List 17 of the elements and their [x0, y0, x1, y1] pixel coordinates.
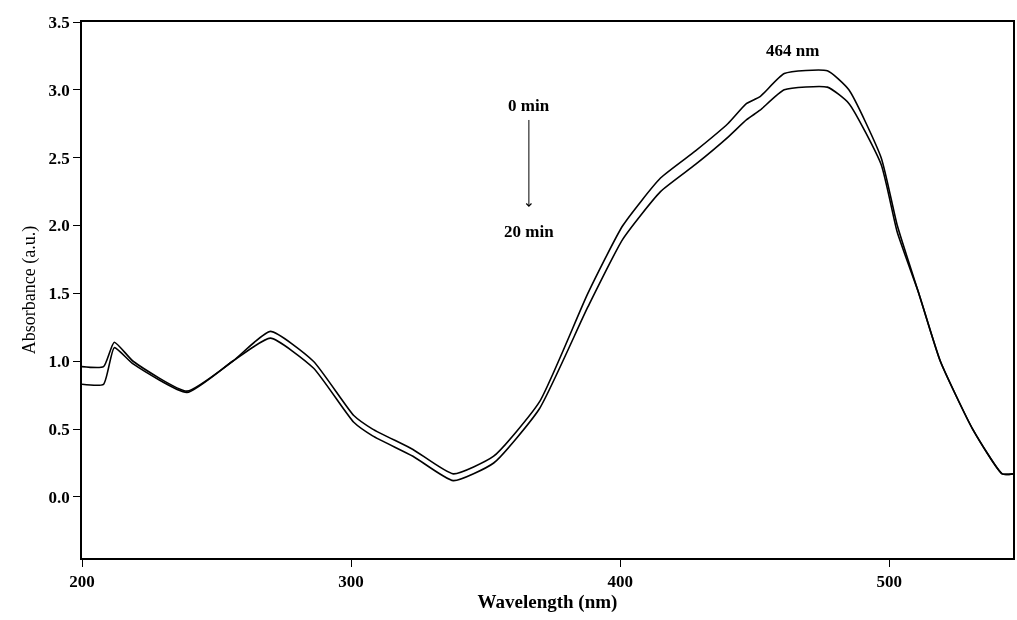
x-tick-label: 300	[338, 572, 364, 592]
x-tick-label: 400	[607, 572, 633, 592]
annotation: 20 min	[504, 222, 555, 241]
y-tick-label: 3.0	[48, 80, 70, 100]
y-axis-title: Absorbance (a.u.)	[19, 225, 41, 355]
y-tick-label: 1.0	[48, 352, 70, 372]
x-tick-label: 200	[69, 572, 95, 592]
y-tick-label: 0.0	[48, 487, 70, 507]
y-tick-label: 2.5	[48, 148, 70, 168]
y-tick-label: 2.0	[48, 216, 70, 236]
annotation: 0 min	[508, 96, 550, 115]
x-axis-title: Wavelength (nm)	[477, 591, 618, 614]
x-tick-label: 500	[876, 572, 902, 592]
y-tick-label: 3.5	[48, 12, 70, 32]
y-tick-label: 0.5	[48, 420, 70, 440]
annotation: 464 nm	[766, 41, 820, 60]
y-tick-label: 1.5	[48, 284, 70, 304]
